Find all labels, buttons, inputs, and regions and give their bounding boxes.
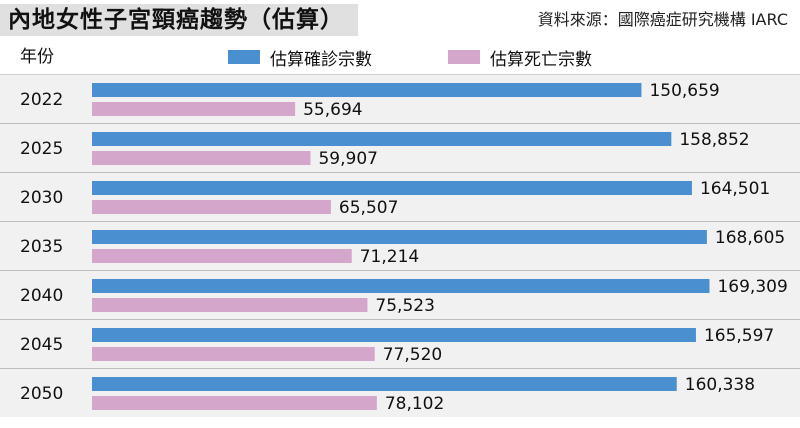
bar-deaths: [92, 249, 352, 263]
legend-swatch-deaths: [448, 50, 480, 64]
header-row: 年份 估算確診宗數 估算死亡宗數: [0, 40, 800, 75]
legend-label-deaths: 估算死亡宗數: [490, 49, 592, 70]
legend-swatch-diagnosed: [228, 50, 260, 64]
bar-diagnosed: [92, 279, 710, 293]
bar-deaths: [92, 151, 311, 165]
value-label-diagnosed: 169,309: [717, 277, 787, 297]
value-label-deaths: 71,214: [360, 247, 419, 267]
bar-deaths: [92, 102, 296, 116]
bar-diagnosed: [92, 328, 696, 342]
source-note: 資料來源：國際癌症研究機構 IARC: [537, 10, 788, 29]
chart-title: 內地女性子宮頸癌趨勢（估算）: [0, 4, 358, 36]
value-label-diagnosed: 165,597: [704, 326, 774, 346]
legend-label-diagnosed: 估算確診宗數: [270, 49, 372, 70]
bar-deaths: [92, 396, 377, 410]
value-label-diagnosed: 158,852: [679, 130, 749, 150]
value-label-deaths: 75,523: [375, 296, 434, 316]
value-label-deaths: 59,907: [318, 149, 377, 169]
bar-deaths: [92, 347, 375, 361]
bar-deaths: [92, 200, 331, 214]
year-label: 2035: [20, 237, 63, 257]
value-label-diagnosed: 150,659: [649, 81, 719, 101]
value-label-diagnosed: 160,338: [685, 375, 755, 395]
year-label: 2040: [20, 286, 63, 306]
title-bar: 內地女性子宮頸癌趨勢（估算） 資料來源：國際癌症研究機構 IARC: [0, 0, 800, 40]
bar-diagnosed: [92, 132, 672, 146]
legend-item-deaths: 估算死亡宗數: [448, 44, 592, 70]
bar-diagnosed: [92, 181, 692, 195]
value-label-deaths: 77,520: [383, 345, 442, 365]
year-label: 2045: [20, 335, 63, 355]
bar-diagnosed: [92, 230, 707, 244]
value-label-deaths: 78,102: [385, 394, 444, 414]
bar-chart: 2022 150,659 55,694 2025 158,852 59,907 2030 16…: [0, 75, 800, 417]
year-label: 2022: [20, 90, 63, 110]
year-label: 2025: [20, 139, 63, 159]
value-label-deaths: 55,694: [303, 100, 362, 120]
bar-diagnosed: [92, 377, 677, 391]
bar-deaths: [92, 298, 368, 312]
year-label: 2050: [20, 384, 63, 404]
value-label-diagnosed: 168,605: [715, 228, 785, 248]
bar-diagnosed: [92, 83, 642, 97]
value-label-deaths: 65,507: [339, 198, 398, 218]
year-label: 2030: [20, 188, 63, 208]
value-label-diagnosed: 164,501: [700, 179, 770, 199]
year-column-header: 年份: [20, 47, 54, 67]
legend-item-diagnosed: 估算確診宗數: [228, 44, 372, 70]
